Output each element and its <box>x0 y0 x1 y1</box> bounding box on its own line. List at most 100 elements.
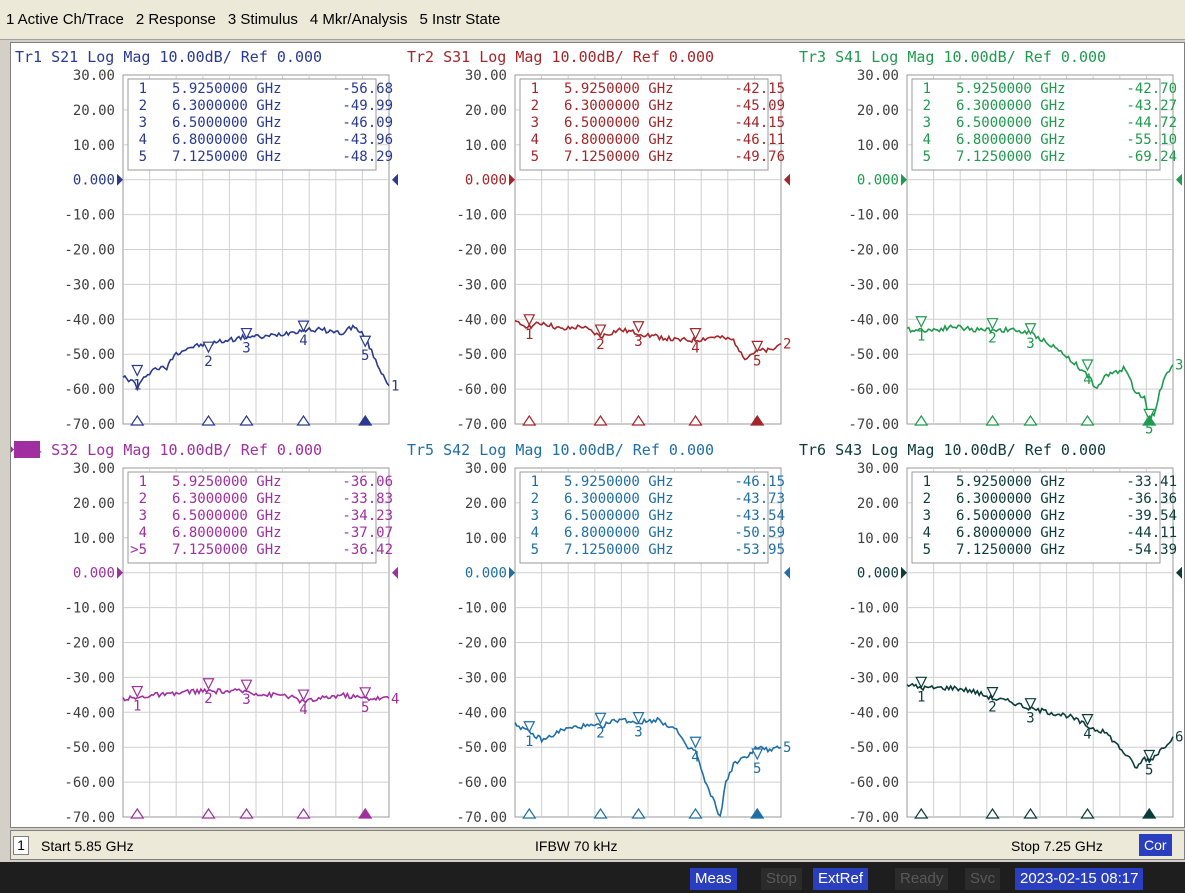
stimulus-marker-icon[interactable] <box>296 414 311 426</box>
start-frequency[interactable]: Start 5.85 GHz <box>41 838 134 854</box>
trace-panel-tr6[interactable]: Tr6 S43 Log Mag 10.00dB/ Ref 0.000 30.00 2… <box>799 441 1183 826</box>
marker-label: 4 <box>1083 727 1091 743</box>
trace-header[interactable]: Tr2 S31 Log Mag 10.00dB/ Ref 0.000 <box>407 48 714 66</box>
marker-triangle-icon[interactable] <box>131 364 144 377</box>
stimulus-marker-icon[interactable] <box>914 414 929 426</box>
marker-triangle-icon[interactable] <box>523 314 536 327</box>
marker-row-number: 3 <box>139 508 147 524</box>
marker-label: 5 <box>361 700 369 716</box>
stimulus-marker-icon[interactable] <box>358 414 373 426</box>
stimulus-marker-icon[interactable] <box>985 807 1000 819</box>
trace-panel-tr5[interactable]: Tr5 S42 Log Mag 10.00dB/ Ref 0.000 30.00 2… <box>407 441 791 826</box>
stimulus-marker-icon[interactable] <box>358 807 373 819</box>
trace-panel-tr3[interactable]: Tr3 S41 Log Mag 10.00dB/ Ref 0.000 30.00 2… <box>799 48 1183 437</box>
stimulus-marker-icon[interactable] <box>1023 807 1038 819</box>
marker-triangle-icon[interactable] <box>689 736 702 749</box>
stimulus-marker-icon[interactable] <box>593 414 608 426</box>
marker-triangle-icon[interactable] <box>240 679 253 692</box>
stimulus-marker-icon[interactable] <box>130 414 145 426</box>
marker-triangle-icon[interactable] <box>297 689 310 702</box>
marker-triangle-icon[interactable] <box>915 316 928 329</box>
y-tick-label: -40.00 <box>456 312 507 328</box>
marker-triangle-icon[interactable] <box>915 676 928 689</box>
stimulus-marker-icon[interactable] <box>985 414 1000 426</box>
trace-display[interactable]: Tr1 S21 Log Mag 10.00dB/ Ref 0.000 30.00 2… <box>10 42 1185 828</box>
stimulus-marker-icon[interactable] <box>239 807 254 819</box>
trace-panel-tr4[interactable]: Tr4 S32 Log Mag 10.00dB/ Ref 0.000 30.00 2… <box>11 441 399 826</box>
trace-panel-tr1[interactable]: Tr1 S21 Log Mag 10.00dB/ Ref 0.000 30.00 2… <box>15 48 399 433</box>
marker-triangle-icon[interactable] <box>131 685 144 698</box>
marker-triangle-icon[interactable] <box>1024 698 1037 711</box>
marker-row-frequency: 5.9250000 GHz <box>172 81 282 97</box>
marker-triangle-icon[interactable] <box>202 678 215 691</box>
channel-number[interactable]: 1 <box>13 836 29 855</box>
stop-frequency[interactable]: Stop 7.25 GHz <box>1011 838 1103 854</box>
stimulus-marker-icon[interactable] <box>522 414 537 426</box>
trace-header[interactable]: Tr3 S41 Log Mag 10.00dB/ Ref 0.000 <box>799 48 1106 66</box>
marker-triangle-icon[interactable] <box>594 324 607 337</box>
trace-header[interactable]: Tr4 S32 Log Mag 10.00dB/ Ref 0.000 <box>15 441 322 459</box>
stimulus-marker-icon[interactable] <box>593 807 608 819</box>
menu-stimulus[interactable]: 3 Stimulus <box>227 11 298 28</box>
y-tick-label: -20.00 <box>848 243 899 259</box>
trace-end-label: 5 <box>783 740 791 756</box>
marker-triangle-icon[interactable] <box>986 318 999 331</box>
if-bandwidth[interactable]: IFBW 70 kHz <box>535 838 618 854</box>
stimulus-marker-icon[interactable] <box>201 807 216 819</box>
y-tick-label: -60.00 <box>64 775 115 791</box>
trace-panel-tr2[interactable]: Tr2 S31 Log Mag 10.00dB/ Ref 0.000 30.00 2… <box>407 48 791 433</box>
marker-triangle-icon[interactable] <box>202 341 215 354</box>
marker-triangle-icon[interactable] <box>1143 408 1156 421</box>
menu-active-ch-trace[interactable]: 1 Active Ch/Trace <box>6 11 124 28</box>
stimulus-marker-icon[interactable] <box>522 807 537 819</box>
marker-triangle-icon[interactable] <box>751 340 764 353</box>
menu-mkr-analysis[interactable]: 4 Mkr/Analysis <box>309 11 408 28</box>
stimulus-marker-icon[interactable] <box>201 414 216 426</box>
menu-instr-state[interactable]: 5 Instr State <box>419 11 501 28</box>
stimulus-marker-icon[interactable] <box>914 807 929 819</box>
marker-row-value: -46.09 <box>342 115 393 131</box>
marker-triangle-icon[interactable] <box>751 748 764 761</box>
marker-triangle-icon[interactable] <box>359 335 372 348</box>
marker-triangle-icon[interactable] <box>1081 359 1094 372</box>
marker-row-number: 1 <box>531 474 539 490</box>
marker-triangle-icon[interactable] <box>523 721 536 734</box>
marker-triangle-icon[interactable] <box>240 327 253 340</box>
stimulus-marker-icon[interactable] <box>688 807 703 819</box>
marker-label: 2 <box>204 691 212 707</box>
trace-header[interactable]: Tr6 S43 Log Mag 10.00dB/ Ref 0.000 <box>799 441 1106 459</box>
marker-triangle-icon[interactable] <box>689 328 702 340</box>
y-tick-label: -60.00 <box>456 775 507 791</box>
marker-triangle-icon[interactable] <box>359 687 372 700</box>
marker-label: 2 <box>988 700 996 716</box>
stimulus-marker-icon[interactable] <box>688 414 703 426</box>
marker-row-frequency: 5.9250000 GHz <box>564 474 674 490</box>
stimulus-marker-icon[interactable] <box>296 807 311 819</box>
stimulus-marker-icon[interactable] <box>631 414 646 426</box>
trace-header[interactable]: Tr5 S42 Log Mag 10.00dB/ Ref 0.000 <box>407 441 714 459</box>
marker-table-box <box>911 78 1161 171</box>
stimulus-marker-icon[interactable] <box>631 807 646 819</box>
stimulus-marker-icon[interactable] <box>1080 414 1095 426</box>
marker-triangle-icon[interactable] <box>1024 323 1037 336</box>
marker-triangle-icon[interactable] <box>1143 749 1156 762</box>
stimulus-marker-icon[interactable] <box>130 807 145 819</box>
stimulus-marker-icon[interactable] <box>1023 414 1038 426</box>
marker-row-value: -69.24 <box>1126 149 1177 165</box>
marker-triangle-icon[interactable] <box>632 321 645 334</box>
marker-label: 2 <box>596 725 604 741</box>
trace-header[interactable]: Tr1 S21 Log Mag 10.00dB/ Ref 0.000 <box>15 48 322 66</box>
marker-triangle-icon[interactable] <box>594 712 607 725</box>
stimulus-marker-icon[interactable] <box>1080 807 1095 819</box>
menu-response[interactable]: 2 Response <box>135 11 216 28</box>
stimulus-marker-icon[interactable] <box>1142 414 1157 426</box>
stimulus-marker-icon[interactable] <box>750 807 765 819</box>
marker-triangle-icon[interactable] <box>297 320 310 333</box>
marker-triangle-icon[interactable] <box>1081 714 1094 726</box>
marker-triangle-icon[interactable] <box>986 686 999 699</box>
marker-row-frequency: 6.5000000 GHz <box>956 508 1066 524</box>
marker-triangle-icon[interactable] <box>632 712 645 724</box>
stimulus-marker-icon[interactable] <box>239 414 254 426</box>
stimulus-marker-icon[interactable] <box>1142 807 1157 819</box>
stimulus-marker-icon[interactable] <box>750 414 765 426</box>
